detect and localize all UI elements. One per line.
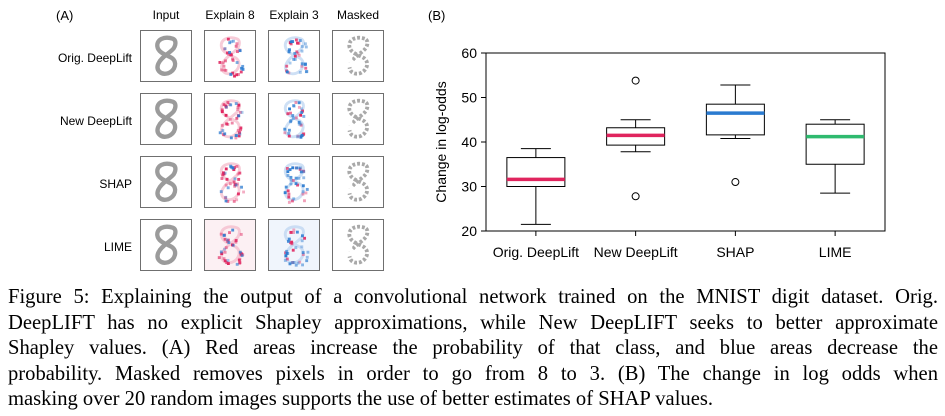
tile-orig-deeplift-masked: [332, 30, 384, 82]
tile-lime-masked: [332, 219, 384, 271]
box-lime: [805, 119, 865, 194]
row-label-lime: LIME: [103, 240, 132, 254]
caption-line: DeepLIFT has no explicit Shapley approxi…: [8, 311, 938, 334]
row-label-shap: SHAP: [99, 177, 132, 191]
row-label-new-deeplift: New DeepLift: [59, 114, 132, 128]
caption-line: probability. Masked removes pixels in or…: [8, 362, 938, 385]
box-body: [506, 157, 566, 187]
outlier-point: [731, 178, 740, 187]
tile-orig-deeplift-input: [140, 30, 192, 82]
y-tick-label: 50: [461, 90, 477, 106]
tile-lime-input: [140, 219, 192, 271]
tile-new-deeplift-explain-3: [268, 93, 320, 145]
x-tick-label: SHAP: [716, 244, 754, 260]
column-header-explain-3: Explain 3: [269, 8, 319, 22]
tile-shap-explain-3: [268, 156, 320, 208]
y-tick-label: 30: [461, 179, 477, 195]
tile-orig-deeplift-explain-3: [268, 30, 320, 82]
column-header-input: Input: [152, 8, 180, 22]
x-tick-label: New DeepLift: [594, 244, 678, 260]
tile-lime-explain-3: [268, 219, 320, 271]
column-header-masked: Masked: [336, 8, 380, 22]
x-tick-label: LIME: [819, 244, 852, 260]
tile-shap-input: [140, 156, 192, 208]
tile-new-deeplift-masked: [332, 93, 384, 145]
box-body: [705, 103, 765, 136]
tile-new-deeplift-explain-8: [204, 93, 256, 145]
tile-shap-explain-8: [204, 156, 256, 208]
box-plot: 20 30 40 50 60 Change in log-odds Orig. DeepLi…: [433, 45, 886, 260]
caption-line: Figure 5: Explaining the output of a con…: [8, 286, 938, 308]
y-tick-label: 20: [461, 223, 477, 239]
x-tick-label: Orig. DeepLift: [493, 244, 579, 260]
outlier-point: [631, 76, 640, 85]
tile-lime-explain-8: [204, 219, 256, 271]
column-header-explain-8: Explain 8: [205, 8, 255, 22]
panel-b-label: (B): [428, 8, 446, 23]
y-tick-label: 60: [461, 45, 477, 61]
box-shap: [705, 84, 765, 187]
tile-shap-masked: [332, 156, 384, 208]
caption-line: Shapley values. (A) Red areas increase t…: [8, 337, 938, 359]
box-new-deeplift: [606, 76, 666, 201]
panel-a-label: (A): [56, 8, 74, 23]
box-orig-deeplift: [506, 148, 566, 225]
tile-new-deeplift-input: [140, 93, 192, 145]
y-tick-label: 40: [461, 134, 477, 150]
box-body: [805, 123, 865, 165]
outlier-point: [631, 192, 640, 201]
tile-orig-deeplift-explain-8: [204, 30, 256, 82]
y-axis-label: Change in log-odds: [433, 81, 449, 202]
caption-line: masking over 20 random images supports t…: [8, 388, 714, 410]
figure-caption: Figure 5: Explaining the output of a con…: [8, 285, 938, 413]
row-label-orig-deeplift: Orig. DeepLift: [57, 51, 132, 65]
